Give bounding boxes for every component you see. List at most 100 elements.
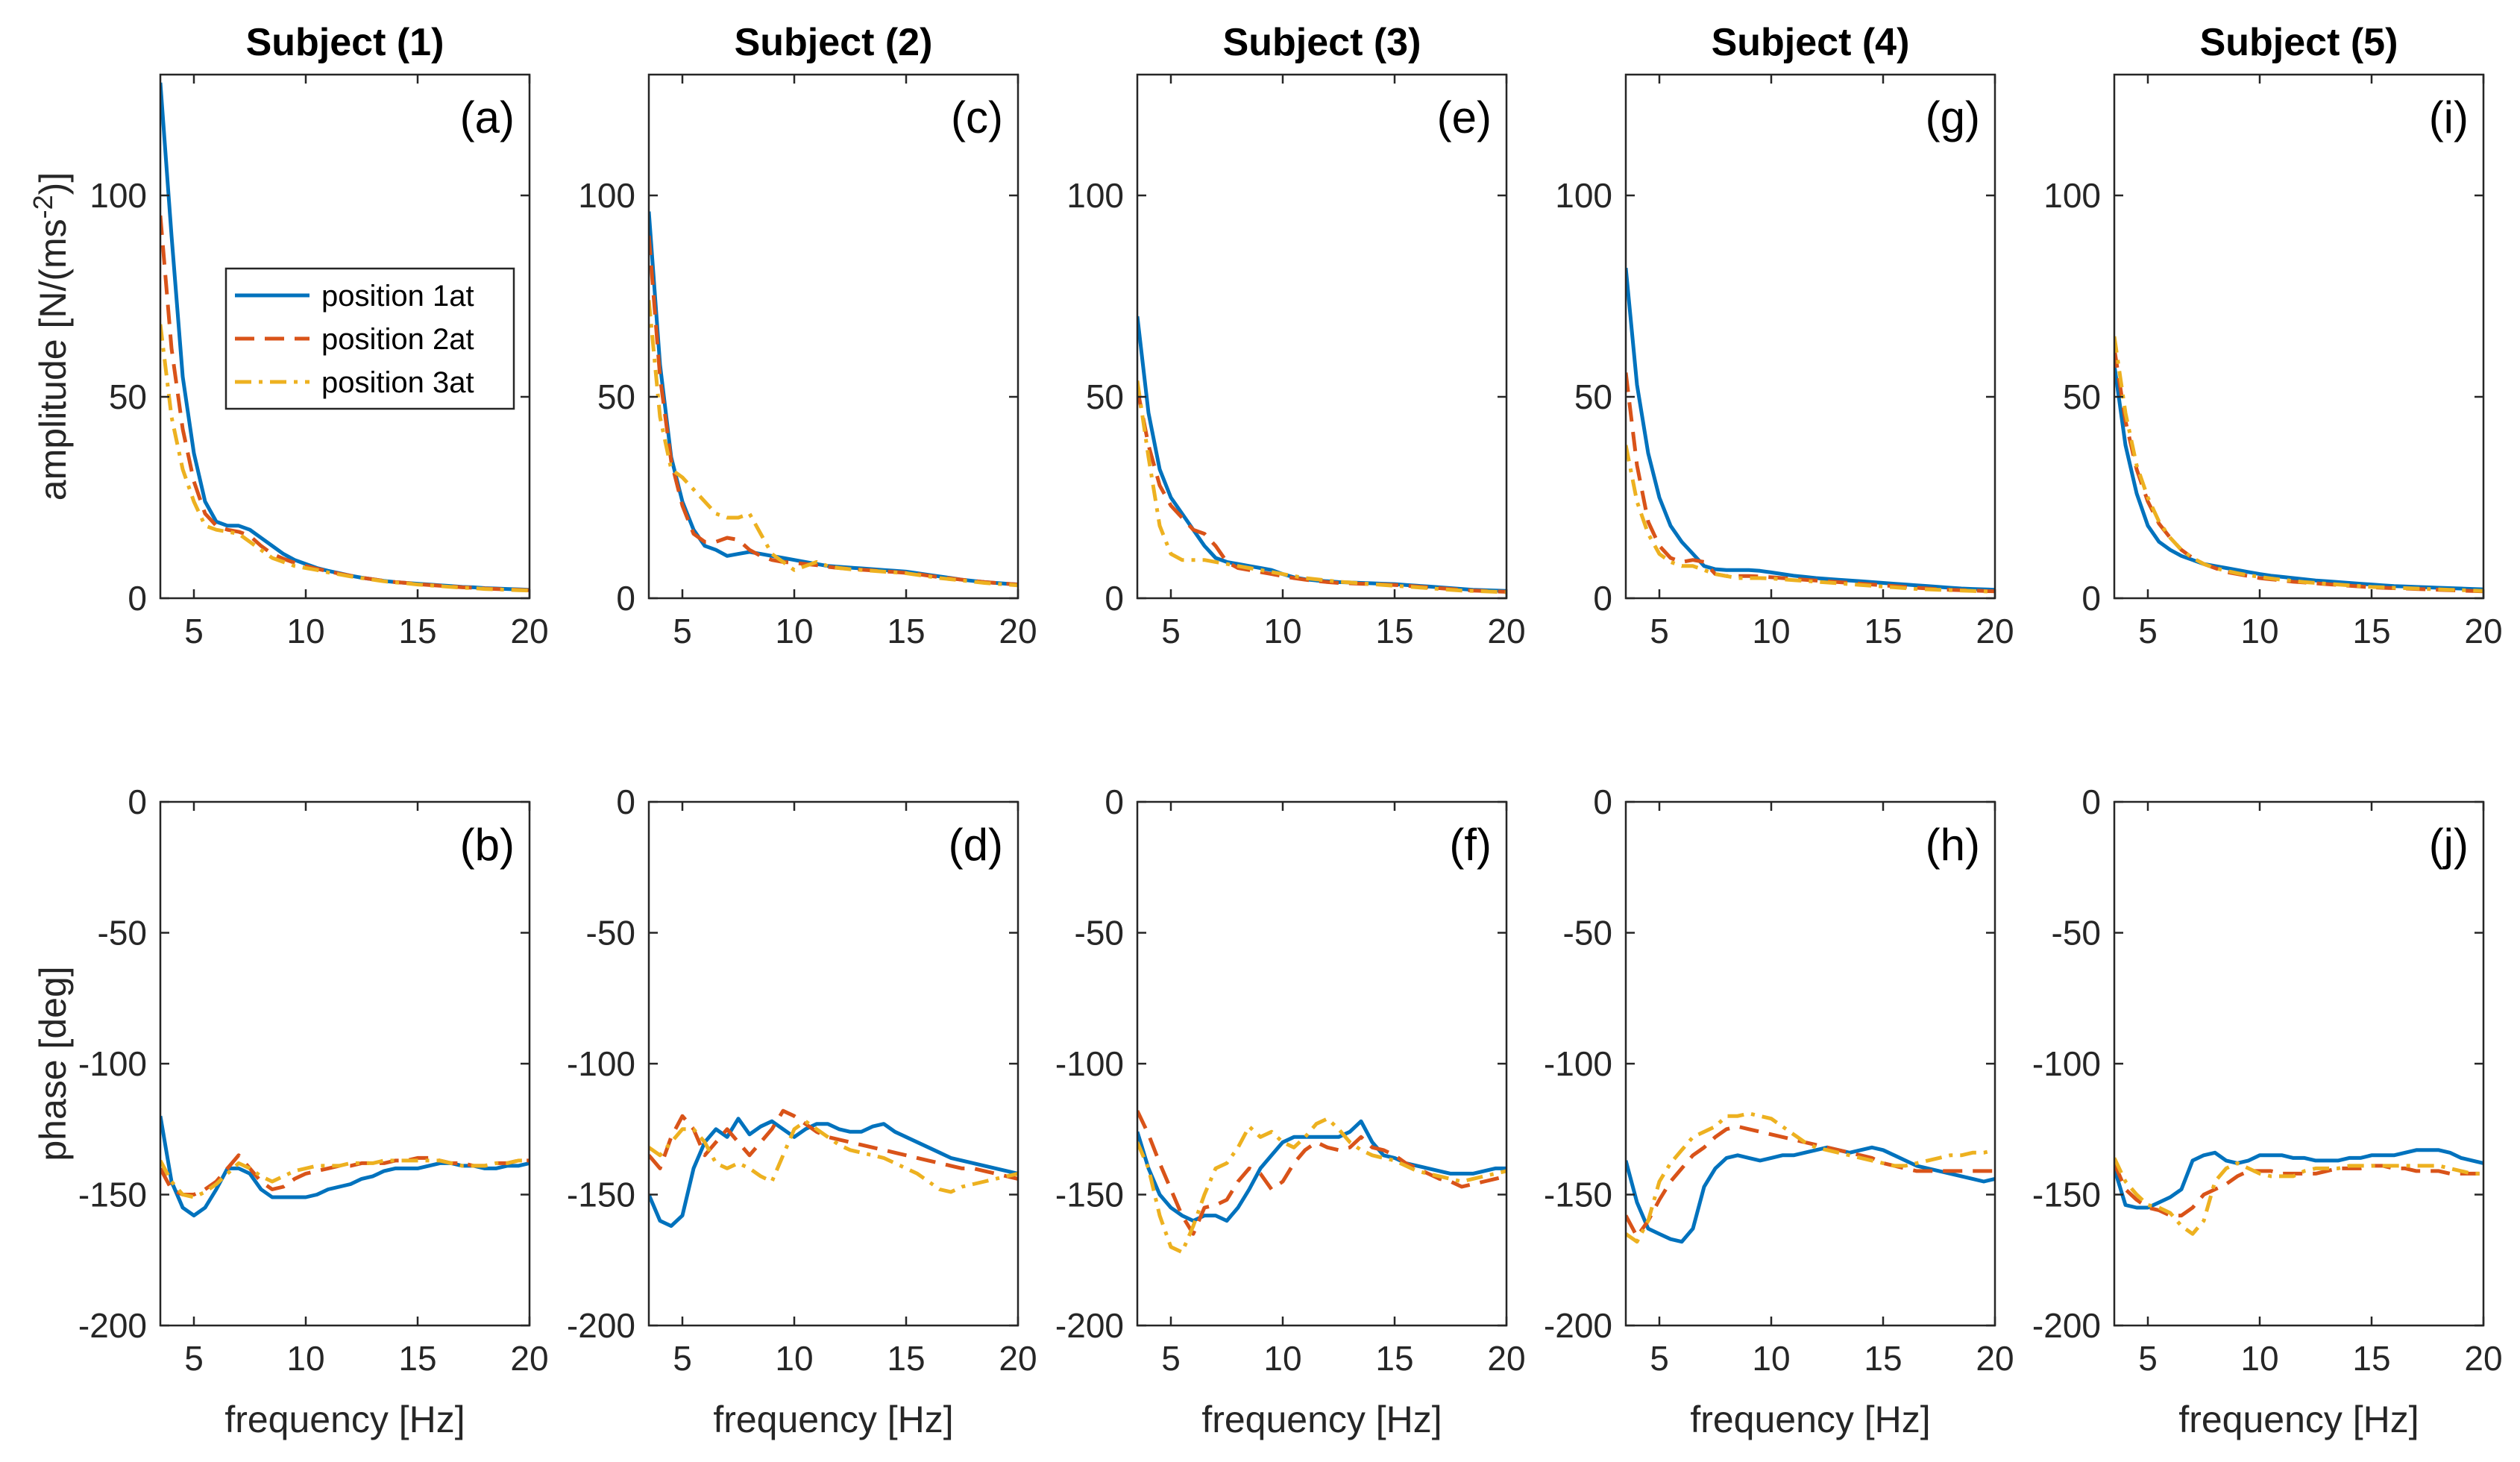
y-tick-label: -50 [2052,914,2101,953]
series-line-2 [649,235,1018,587]
x-tick-label: 10 [775,1339,813,1378]
subject-title: Subject (3) [1223,21,1421,64]
x-axis-label: frequency [Hz] [713,1399,953,1440]
x-tick-label: 15 [2352,612,2390,650]
legend-entry: position 3at [321,366,474,399]
x-tick-label: 15 [1864,612,1902,650]
x-tick-label: 10 [1263,1339,1301,1378]
x-tick-label: 5 [1650,1339,1669,1378]
panel-label: (i) [2429,92,2469,142]
series-line-3 [1137,380,1506,594]
y-tick-label: 0 [1105,782,1124,821]
subject-title: Subject (1) [246,21,444,64]
series-line-1 [1626,1145,1995,1244]
phase-y-axis-label: phase [deg] [32,966,74,1161]
x-tick-label: 15 [398,612,436,650]
y-tick-label: 50 [1574,377,1612,416]
y-tick-label: -50 [98,914,147,953]
y-tick-label: -150 [567,1176,635,1214]
x-tick-label: 5 [673,612,692,650]
x-tick-label: 10 [286,1339,324,1378]
panel-label: (d) [949,820,1003,870]
series-line-1 [1626,267,1995,592]
panel-label: (h) [1926,820,1980,870]
x-tick-label: 20 [1487,1339,1525,1378]
x-tick-label: 5 [1650,612,1669,650]
x-tick-label: 10 [1263,612,1301,650]
series-line-1 [2114,1148,2483,1210]
y-tick-label: 50 [109,377,147,416]
panel-label: (e) [1437,92,1492,142]
x-tick-label: 15 [887,612,925,650]
series-line-3 [1626,1111,1995,1244]
x-axis-label: frequency [Hz] [1201,1399,1442,1440]
amplitude-subplot: 5 10 15 20 0 50 100 (a) [89,73,549,650]
y-tick-label: -200 [2032,1306,2101,1345]
series-line-1 [1137,316,1506,593]
series-line-2 [2114,348,2483,594]
y-tick-label: -200 [1544,1306,1612,1345]
y-tick-label: -50 [586,914,635,953]
y-tick-label: 0 [2081,782,2101,821]
x-tick-label: 10 [286,612,324,650]
y-tick-label: -100 [2032,1044,2101,1083]
y-tick-label: 100 [578,176,635,215]
x-axis-label: frequency [Hz] [2178,1399,2419,1440]
phase-subplot: 5 10 15 20 -200 -150 -100 -50 0 (f) frequency [Hz] [1055,782,1526,1440]
axes-box [1136,800,1508,1327]
y-tick-label: 50 [2063,377,2101,416]
x-tick-label: 10 [2240,1339,2278,1378]
y-tick-label: 0 [1593,782,1612,821]
x-tick-label: 20 [999,612,1037,650]
panel-label: (c) [951,92,1003,142]
y-tick-label: 50 [597,377,635,416]
series-line-2 [160,1153,530,1196]
series-line-1 [649,211,1018,587]
y-tick-label: -200 [78,1306,147,1345]
x-tick-label: 10 [1752,612,1790,650]
panel-label: (a) [460,92,515,142]
x-tick-label: 5 [2138,612,2158,650]
y-tick-label: 100 [2043,176,2101,215]
x-axis-label: frequency [Hz] [224,1399,465,1440]
axes-box [159,73,531,600]
x-tick-label: 5 [1161,612,1181,650]
y-tick-label: -200 [1055,1306,1124,1345]
axes-box [2113,73,2485,600]
x-tick-label: 20 [1487,612,1525,650]
series-line-1 [1137,1119,1506,1223]
axes-box [159,800,531,1327]
axes-box [1624,73,1996,600]
panel-label: (j) [2429,820,2469,870]
legend-entry: position 1at [321,280,474,313]
y-tick-label: 100 [89,176,147,215]
y-tick-label: 0 [616,782,635,821]
series-line-3 [1626,445,1995,594]
amplitude-y-axis-label: amplitude [N/(ms-2)] [28,172,74,501]
x-tick-label: 5 [673,1339,692,1378]
x-axis-label: frequency [Hz] [1690,1399,1930,1440]
amplitude-subplot: 5 10 15 20 0 50 100 (g) [1555,73,2014,650]
panel-label: (b) [460,820,515,870]
subject-title: Subject (4) [1712,21,1910,64]
y-tick-label: -150 [1544,1176,1612,1214]
x-tick-label: 15 [1864,1339,1902,1378]
y-tick-label: 100 [1066,176,1124,215]
y-tick-label: -100 [78,1044,147,1083]
y-tick-label: -150 [78,1176,147,1214]
series-line-3 [2114,336,2483,593]
y-tick-label: -150 [1055,1176,1124,1214]
amplitude-subplot: 5 10 15 20 0 50 100 (i) [2043,73,2503,650]
y-tick-label: 0 [128,782,147,821]
x-tick-label: 5 [184,1339,204,1378]
amplitude-subplot: 5 10 15 20 0 50 100 (e) [1066,73,1526,650]
legend-entry: position 2at [321,323,474,356]
y-tick-label: 0 [2081,579,2101,618]
phase-subplot: 5 10 15 20 -200 -150 -100 -50 0 (j) frequency [Hz] [2032,782,2503,1440]
x-tick-label: 15 [1375,612,1413,650]
axes-box [1136,73,1508,600]
x-tick-label: 20 [1976,1339,2014,1378]
x-tick-label: 20 [2464,1339,2502,1378]
y-tick-label: -150 [2032,1176,2101,1214]
